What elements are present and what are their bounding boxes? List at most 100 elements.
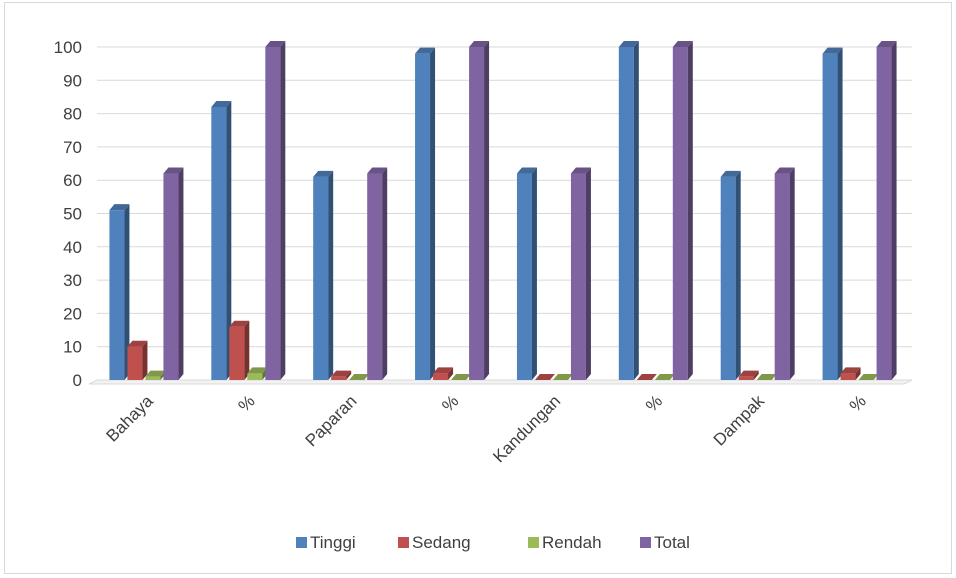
bar-sedang [840, 367, 861, 380]
bar-side [837, 47, 843, 380]
bar-tinggi [109, 204, 130, 380]
bar-top [229, 320, 250, 327]
bar-tinggi [313, 170, 334, 380]
bar-tinggi [822, 47, 843, 380]
bar-total [469, 41, 490, 380]
bar-side [178, 167, 184, 380]
y-axis-ticks: 0 10 20 30 40 50 60 70 80 90 100 [54, 38, 82, 390]
bar-front [840, 373, 856, 380]
bar-side [280, 41, 286, 380]
y-tick-label: 50 [63, 205, 82, 224]
y-tick-label: 100 [54, 38, 82, 57]
bar-front [265, 47, 281, 380]
x-tick-label: % [642, 391, 666, 415]
y-tick-label: 20 [63, 304, 82, 323]
bar-top [840, 367, 861, 374]
bar-front [876, 47, 892, 380]
legend-item-total: Total [640, 533, 690, 552]
bar-side [430, 47, 436, 380]
bar-top [349, 374, 370, 380]
bar-top [720, 170, 741, 177]
bar-total [876, 41, 897, 380]
bar-rendah [145, 370, 166, 380]
legend-label: Total [654, 533, 690, 552]
legend-label: Tinggi [310, 533, 356, 552]
bar-side [226, 100, 232, 380]
bar-top [265, 41, 286, 47]
y-tick-label: 10 [63, 338, 82, 357]
bar-tinggi [415, 47, 436, 380]
bar-front [469, 47, 485, 380]
bar-top [247, 367, 268, 374]
bar-top [654, 374, 675, 380]
legend: Tinggi Sedang Rendah Total [296, 533, 690, 552]
bar-side [891, 41, 897, 380]
bar-front [145, 376, 161, 380]
bar-side [346, 370, 352, 380]
bar-side [855, 367, 861, 380]
bar-top [516, 167, 537, 174]
bar-front [516, 173, 532, 380]
bar-front [570, 173, 586, 380]
x-tick-label: Kandungan [489, 391, 564, 466]
legend-swatch [640, 537, 651, 548]
bar-front [247, 373, 263, 380]
y-tick-label: 60 [63, 171, 82, 190]
legend-label: Sedang [412, 533, 471, 552]
bar-front [720, 176, 736, 380]
bar-rendah [654, 374, 675, 381]
bar-total [774, 167, 795, 380]
bar-sedang [534, 374, 555, 381]
bar-top [451, 374, 472, 380]
bar-sedang [433, 367, 454, 380]
bar-top [858, 374, 879, 380]
bar-total [163, 167, 184, 380]
bar-top [876, 41, 897, 47]
bar-sedang [229, 320, 250, 380]
bar-sedang [331, 370, 352, 380]
bar-side [328, 170, 334, 380]
bar-front [433, 373, 449, 380]
bar-top [672, 41, 693, 47]
bar-side [244, 320, 250, 380]
bar-side [687, 41, 693, 380]
bar-front [822, 53, 838, 380]
bar-total [570, 167, 591, 380]
bar-top [618, 41, 639, 47]
bar-front [415, 53, 431, 380]
bar-side [124, 204, 130, 380]
bar-side [142, 340, 148, 380]
bar-side [735, 170, 741, 380]
y-tick-label: 0 [73, 371, 82, 390]
bar-top [552, 374, 573, 380]
bar-front [127, 346, 143, 380]
bar-tinggi [211, 100, 232, 380]
x-tick-label: Bahaya [103, 391, 158, 446]
bar-front [211, 106, 227, 380]
bar-rendah [858, 374, 879, 381]
bar-top [738, 370, 759, 377]
bar-side [382, 167, 388, 380]
x-tick-label: % [235, 391, 259, 415]
bar-side [633, 41, 639, 380]
bar-top [469, 41, 490, 47]
bar-front [163, 173, 179, 380]
bar-side [789, 167, 795, 380]
chart-floor [88, 379, 913, 385]
bar-top [636, 374, 657, 380]
legend-item-tinggi: Tinggi [296, 533, 356, 552]
bar-top [415, 47, 436, 54]
bar-top [163, 167, 184, 174]
bar-side [484, 41, 490, 380]
bar-rendah [451, 374, 472, 381]
bar-rendah [756, 374, 777, 381]
bar-front [229, 326, 245, 380]
bar-front [331, 376, 347, 380]
legend-swatch [296, 537, 307, 548]
x-tick-label: Dampak [710, 391, 769, 450]
x-tick-label: % [846, 391, 870, 415]
bar-total [672, 41, 693, 380]
bar-sedang [127, 340, 148, 380]
bar-top [756, 374, 777, 380]
